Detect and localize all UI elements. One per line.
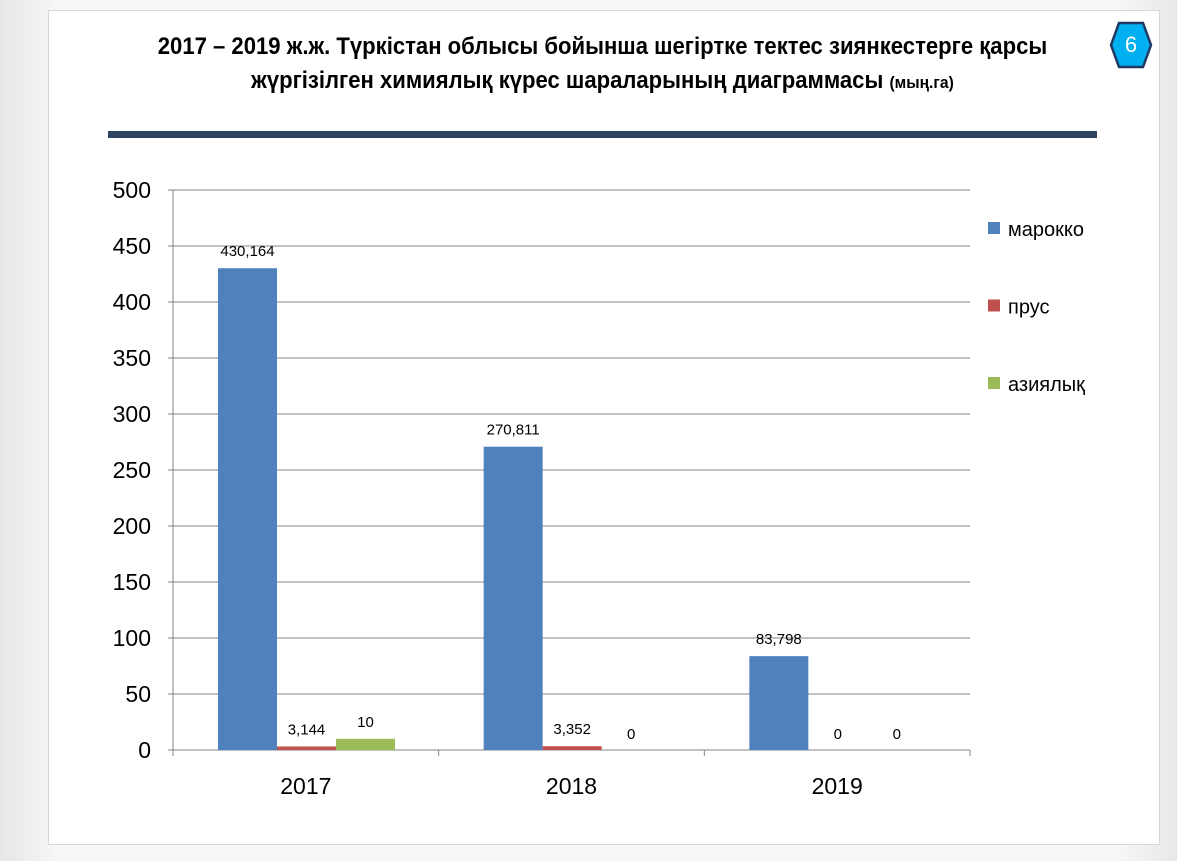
- bar-марокко: [749, 656, 809, 750]
- bar-прус: [277, 746, 336, 750]
- y-tick-label: 150: [113, 569, 151, 595]
- y-tick-label: 50: [125, 681, 151, 707]
- data-label: 3,144: [288, 721, 326, 738]
- hexagon-icon: [1109, 21, 1153, 69]
- page-number: 6: [1124, 32, 1138, 57]
- bar-марокко: [218, 268, 277, 750]
- x-tick-label: 2017: [280, 773, 331, 799]
- data-label: 270,811: [487, 422, 540, 439]
- y-tick-label: 100: [113, 625, 151, 651]
- bar-прус: [542, 746, 602, 750]
- y-tick-label: 500: [113, 177, 151, 203]
- data-label: 0: [893, 726, 901, 743]
- legend-label: марокко: [1008, 219, 1084, 241]
- y-tick-label: 300: [113, 401, 151, 427]
- bar-азиялық: [336, 738, 395, 750]
- title-main: 2017 – 2019 ж.ж. Түркістан облысы бойынш…: [157, 33, 1048, 94]
- legend-label: азиялық: [1008, 374, 1085, 396]
- y-tick-label: 400: [113, 289, 151, 315]
- title-unit: (мың.га): [889, 72, 954, 92]
- data-label: 83,798: [756, 631, 802, 648]
- chart-title: 2017 – 2019 ж.ж. Түркістан облысы бойынш…: [148, 30, 1058, 99]
- data-label: 3,352: [553, 721, 591, 738]
- legend-swatch: [988, 299, 1000, 312]
- data-label: 430,164: [220, 243, 274, 260]
- legend-swatch: [988, 377, 1000, 389]
- data-label: 10: [357, 714, 374, 731]
- y-tick-label: 450: [113, 233, 151, 259]
- legend-label: прус: [1008, 297, 1050, 319]
- bar-марокко: [483, 446, 543, 750]
- title-divider: [108, 131, 1097, 138]
- y-tick-label: 350: [113, 345, 151, 371]
- data-label: 0: [627, 726, 635, 743]
- y-tick-label: 0: [138, 737, 151, 763]
- x-tick-label: 2018: [546, 773, 597, 799]
- legend-swatch: [988, 222, 1000, 234]
- data-label: 0: [834, 726, 842, 743]
- y-tick-label: 200: [113, 513, 151, 539]
- page-number-badge: 6: [1109, 21, 1153, 69]
- x-tick-label: 2019: [812, 773, 863, 799]
- y-tick-label: 250: [113, 457, 151, 483]
